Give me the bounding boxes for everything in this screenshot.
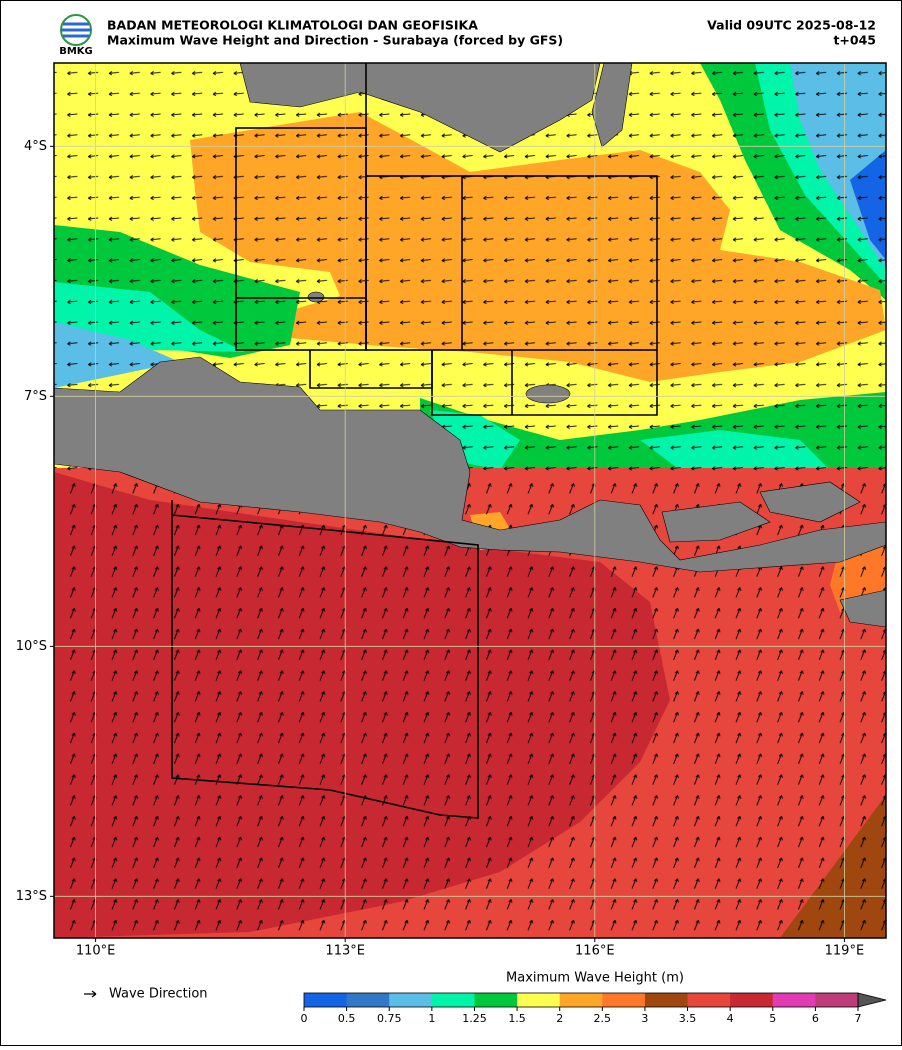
y-tick-label: 4°S [24,139,47,154]
map-fields [54,63,886,938]
direction-legend: Wave Direction [84,987,208,1002]
y-tick-label: 7°S [24,389,47,404]
colorbar-segment [389,993,433,1007]
x-tick-label: 113°E [325,944,365,959]
colorbar-segment [517,993,561,1007]
colorbar-tick-label: 5 [769,1012,776,1025]
colorbar-tick-label: 2.5 [594,1012,612,1025]
colorbar-frame [303,992,859,1008]
colorbar-tick-label: 0.75 [377,1012,402,1025]
map-frame [53,62,887,939]
x-tick-label: 116°E [575,944,615,959]
colorbar-tick-label: 2 [556,1012,563,1025]
colorbar-tick-label: 1.5 [508,1012,526,1025]
colorbar-tick-label: 1.25 [462,1012,487,1025]
logo: BMKG [59,14,93,57]
colorbar-segment [559,993,603,1007]
x-tick-label: 119°E [825,944,865,959]
agency: BADAN METEOROLOGI KLIMATOLOGI DAN GEOFIS… [107,18,478,33]
colorbar-tick-label: 7 [855,1012,862,1025]
colorbar-label: Maximum Wave Height (m) [506,971,684,986]
title: Maximum Wave Height and Direction - Sura… [107,33,563,48]
legend-label: Wave Direction [109,987,208,1002]
y-tick-label: 10°S [16,639,47,654]
colorbar-segment [346,993,390,1007]
legend-arrow [84,990,97,998]
colorbar-segment [644,993,689,1007]
x-tick-label: 110°E [76,944,116,959]
y-tick-label: 13°S [16,889,47,904]
valid-time: Valid 09UTC 2025-08-12 [707,18,876,33]
colorbar-tick-label: 3.5 [679,1012,697,1025]
colorbar-segment [687,993,731,1007]
colorbar-tick-label: 3 [641,1012,648,1025]
colorbar-segment [730,993,774,1007]
colorbar-segment [474,993,518,1007]
colorbar-tick-label: 4 [727,1012,734,1025]
colorbar-segment [304,993,348,1007]
colorbar-segment [602,993,646,1007]
colorbar-segment [431,993,475,1007]
colorbar-segment [815,993,859,1007]
colorbar-tick-label: 6 [812,1012,819,1025]
colorbar-tick-label: 1 [428,1012,435,1025]
lead-time: t+045 [833,33,876,48]
colorbar-tick-label: 0 [301,1012,308,1025]
colorbar-segment [772,993,816,1007]
colorbar: 0 0.5 0.75 1 1.25 1.5 2 2.5 3 3.5 4 5 6 7 [301,992,887,1025]
colorbar-tick-label: 0.5 [338,1012,356,1025]
grid [50,63,886,942]
logo-text: BMKG [59,46,93,57]
